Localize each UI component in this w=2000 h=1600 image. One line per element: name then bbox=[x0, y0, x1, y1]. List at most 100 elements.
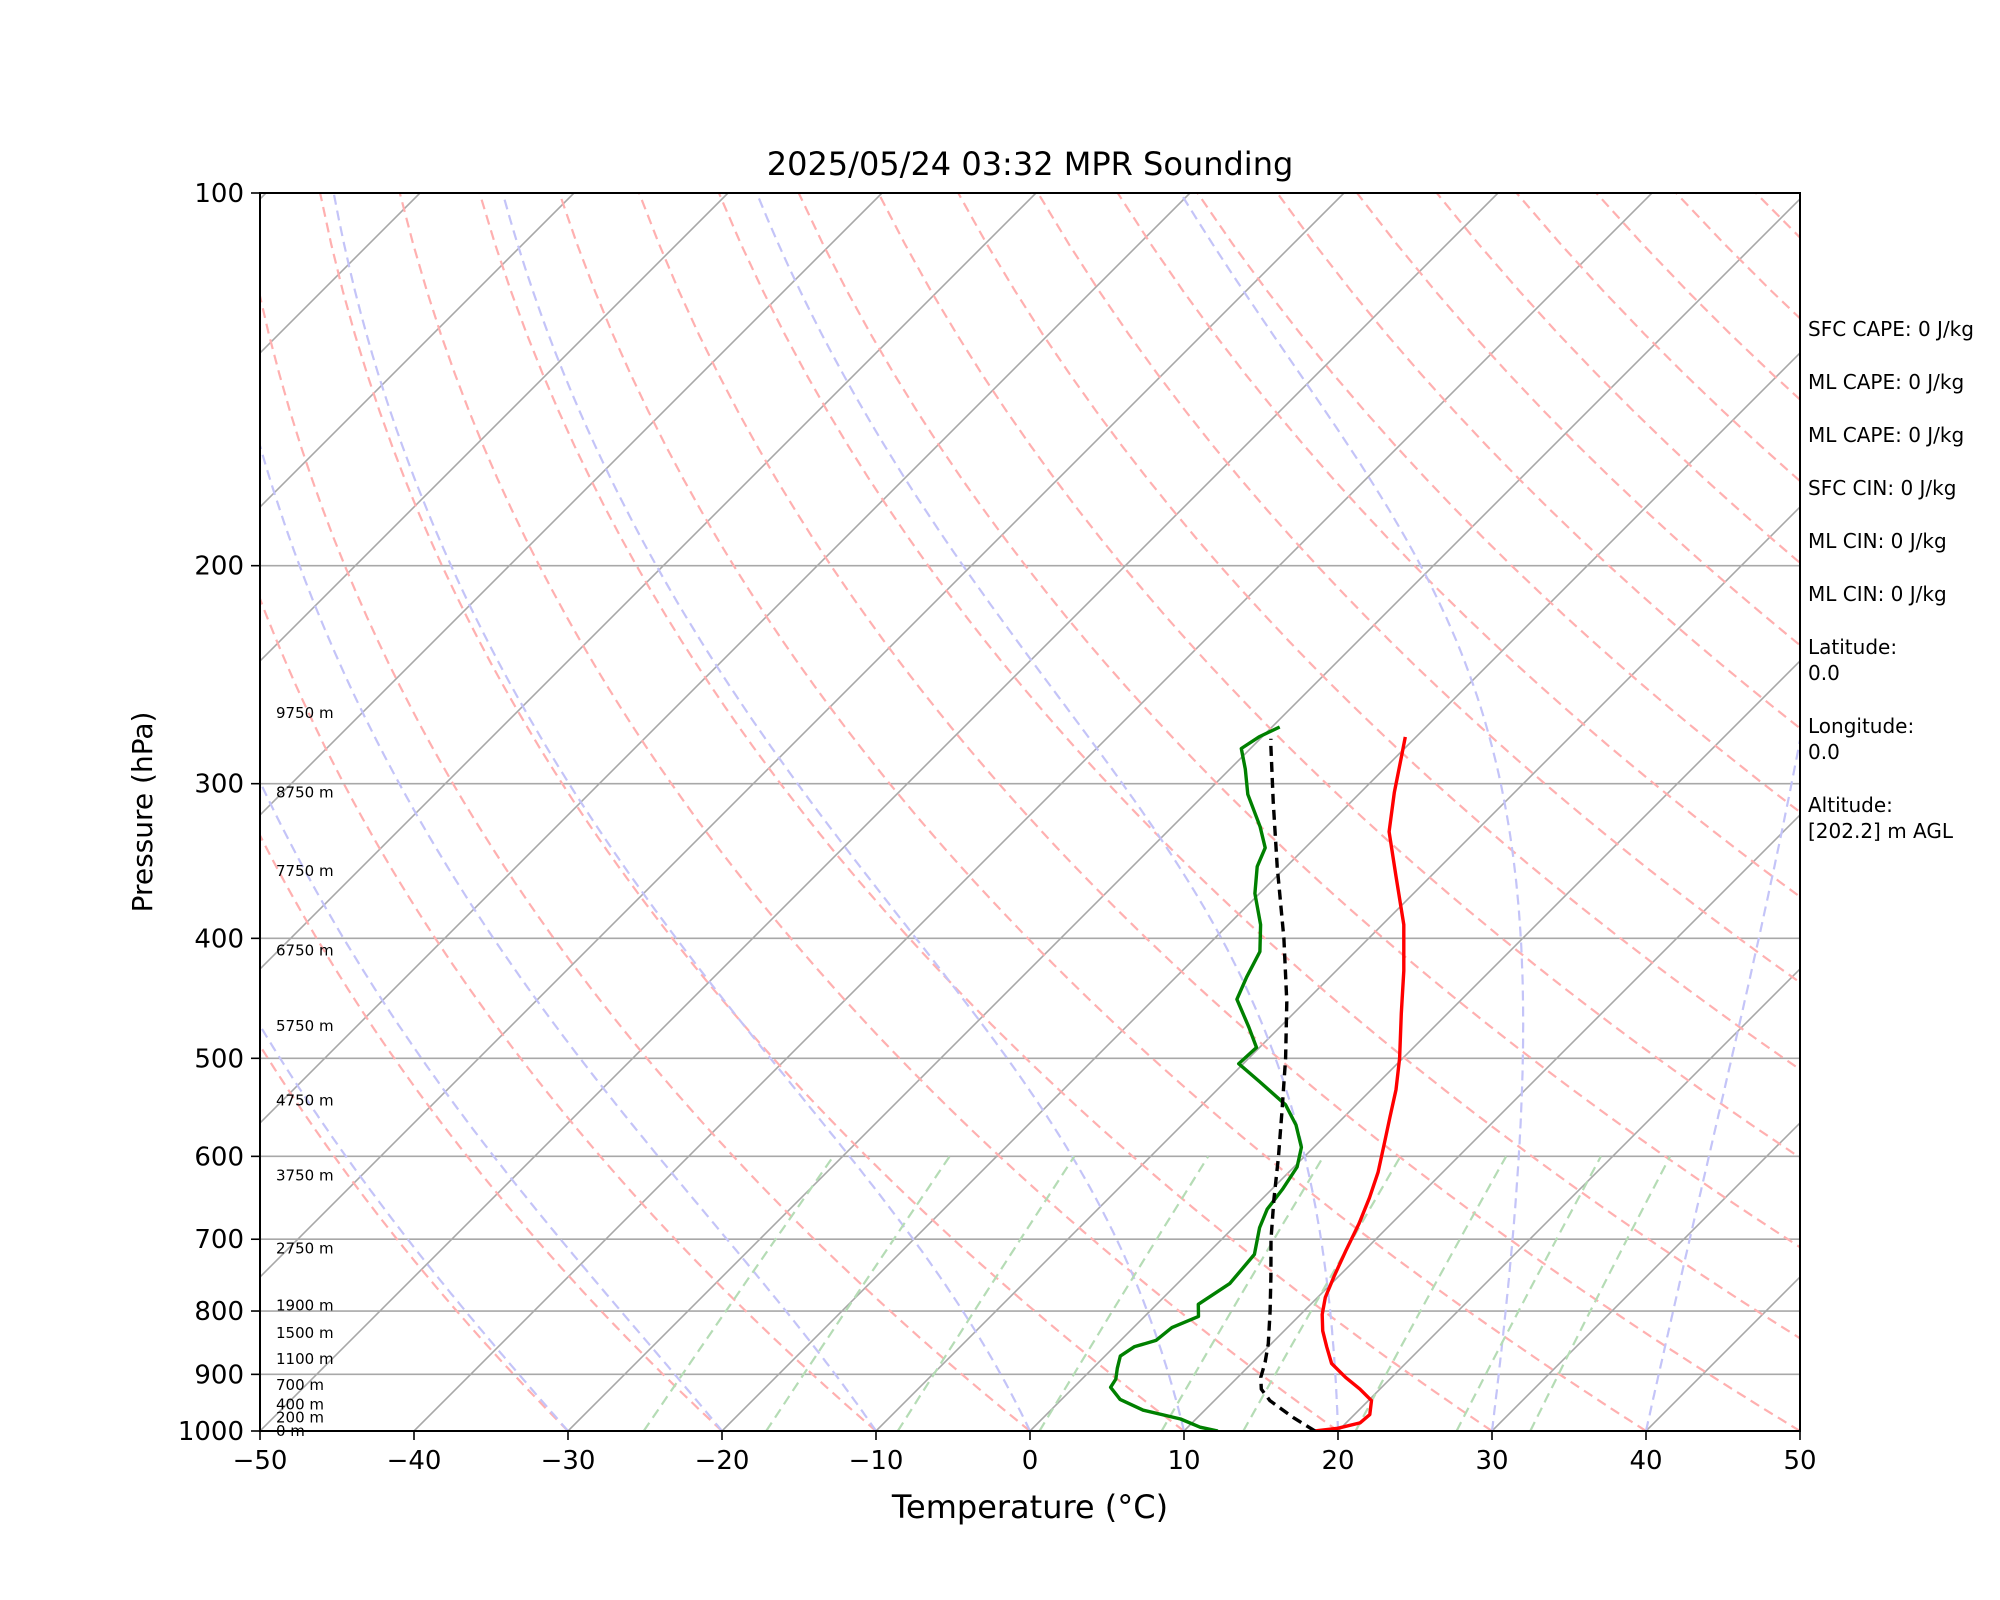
height-label: 9750 m bbox=[276, 704, 334, 722]
mixing-ratio-line bbox=[896, 1155, 1076, 1431]
dry-adiabat-line bbox=[1276, 193, 1800, 730]
isotherm-line bbox=[260, 193, 1499, 1431]
isotherm-line bbox=[1491, 1121, 1800, 1431]
dry-adiabat-line bbox=[478, 193, 1493, 1431]
ml-cin-value: ML CIN: 0 J/kg bbox=[1808, 529, 1947, 553]
isotherm-line bbox=[260, 193, 1345, 1279]
dry-adiabat-line bbox=[260, 291, 1031, 1431]
y-axis-label: Pressure (hPa) bbox=[126, 712, 159, 913]
x-tick-label: −40 bbox=[387, 1446, 442, 1476]
height-label: 2750 m bbox=[276, 1239, 334, 1257]
ml-cape-value: ML CAPE: 0 J/kg bbox=[1808, 370, 1965, 394]
x-tick-label: 30 bbox=[1475, 1446, 1508, 1476]
mixing-ratio-line bbox=[1160, 1155, 1325, 1431]
isotherm-line bbox=[1337, 967, 1800, 1431]
x-tick-label: −50 bbox=[233, 1446, 288, 1476]
x-tick-label: 10 bbox=[1167, 1446, 1200, 1476]
sfc-cape-value: SFC CAPE: 0 J/kg bbox=[1808, 317, 1974, 341]
height-label: 700 m bbox=[276, 1376, 324, 1394]
altitude-value: Altitude: [202.2] m AGL bbox=[1808, 793, 1954, 843]
isotherm-line bbox=[1029, 659, 1800, 1431]
dry-adiabat-line bbox=[260, 595, 877, 1431]
height-label: 200 m bbox=[276, 1408, 324, 1426]
height-label: 1900 m bbox=[276, 1297, 334, 1315]
y-tick-label: 600 bbox=[194, 1142, 244, 1172]
dry-adiabat-line bbox=[398, 193, 1339, 1431]
mixing-ratio-line bbox=[765, 1155, 951, 1431]
height-label: 7750 m bbox=[276, 862, 334, 880]
mixing-ratio-line bbox=[1455, 1155, 1602, 1431]
isotherm-line bbox=[260, 193, 1191, 1125]
y-tick-label: 700 bbox=[194, 1225, 244, 1255]
isotherm-line bbox=[721, 351, 1800, 1431]
moist-adiabat-line bbox=[1179, 193, 1525, 1431]
height-label: 3750 m bbox=[276, 1167, 334, 1185]
dry-adiabat-line bbox=[260, 1043, 569, 1431]
dry-adiabat-line bbox=[1196, 193, 1800, 814]
y-tick-label: 800 bbox=[194, 1297, 244, 1327]
latitude-value: Latitude: 0.0 bbox=[1808, 635, 1898, 685]
moist-adiabat-line bbox=[332, 193, 1031, 1431]
x-tick-label: −10 bbox=[849, 1446, 904, 1476]
height-label: 8750 m bbox=[276, 784, 334, 802]
dry-adiabat-line bbox=[717, 193, 1800, 1340]
height-label: 4750 m bbox=[276, 1092, 334, 1110]
ml-cin-value-2: ML CIN: 0 J/kg bbox=[1808, 582, 1947, 606]
x-tick-label: 50 bbox=[1783, 1446, 1816, 1476]
isotherm-line bbox=[260, 193, 729, 663]
ml-cape-value-2: ML CAPE: 0 J/kg bbox=[1808, 423, 1965, 447]
moist-adiabat-line bbox=[501, 193, 1186, 1431]
dry-adiabat-line bbox=[957, 193, 1800, 1071]
temperature-profile-line bbox=[1314, 736, 1407, 1431]
isotherm-line bbox=[1183, 813, 1800, 1431]
x-axis-label: Temperature (°C) bbox=[891, 1488, 1168, 1526]
x-tick-label: 20 bbox=[1321, 1446, 1354, 1476]
dry-adiabat-line bbox=[638, 193, 1800, 1431]
y-tick-label: 1000 bbox=[178, 1417, 244, 1447]
height-label: 400 m bbox=[276, 1396, 324, 1414]
height-label: 1100 m bbox=[276, 1350, 334, 1368]
moist-adiabat-line bbox=[260, 1023, 569, 1431]
dewpoint-profile-line bbox=[1108, 725, 1304, 1431]
longitude-value: Longitude: 0.0 bbox=[1808, 714, 1915, 764]
y-tick-label: 200 bbox=[194, 552, 244, 582]
x-tick-label: −20 bbox=[695, 1446, 750, 1476]
mixing-ratio-line bbox=[1242, 1155, 1402, 1431]
height-label: 1500 m bbox=[276, 1324, 334, 1342]
parcel-profile-line bbox=[1259, 738, 1316, 1431]
isotherm-line bbox=[260, 193, 1037, 971]
isotherm-line bbox=[413, 193, 1653, 1431]
dry-adiabat-line bbox=[319, 193, 1185, 1431]
isotherm-line bbox=[567, 197, 1800, 1431]
x-tick-label: −30 bbox=[541, 1446, 596, 1476]
sounding-parameters-panel: SFC CAPE: 0 J/kg ML CAPE: 0 J/kg ML CAPE… bbox=[1808, 316, 1998, 871]
y-tick-label: 300 bbox=[194, 770, 244, 800]
chart-title: 2025/05/24 03:32 MPR Sounding bbox=[767, 145, 1294, 183]
mixing-ratio-line bbox=[1529, 1155, 1672, 1431]
y-tick-label: 400 bbox=[194, 924, 244, 954]
y-tick-label: 900 bbox=[194, 1360, 244, 1390]
mixing-ratio-line bbox=[1354, 1155, 1508, 1431]
isotherm-line bbox=[260, 193, 883, 817]
x-tick-label: 40 bbox=[1629, 1446, 1662, 1476]
dry-adiabat-line bbox=[558, 193, 1647, 1431]
height-label: 6750 m bbox=[276, 941, 334, 959]
moist-adiabat-line bbox=[1644, 734, 1800, 1431]
isotherm-line bbox=[0, 193, 112, 1431]
y-tick-label: 100 bbox=[194, 179, 244, 209]
height-label: 5750 m bbox=[276, 1017, 334, 1035]
moist-adiabat-line bbox=[755, 193, 1340, 1431]
y-tick-label: 500 bbox=[194, 1044, 244, 1074]
dry-adiabat-line bbox=[1037, 193, 1800, 984]
sfc-cin-value: SFC CIN: 0 J/kg bbox=[1808, 476, 1957, 500]
dry-adiabat-line bbox=[260, 833, 723, 1431]
isotherm-line bbox=[260, 193, 575, 509]
moist-adiabat-line bbox=[260, 441, 877, 1431]
mixing-ratio-line bbox=[1038, 1155, 1210, 1431]
dry-adiabat-line bbox=[797, 193, 1800, 1249]
x-tick-label: 0 bbox=[1022, 1446, 1039, 1476]
isotherm-line bbox=[875, 505, 1800, 1431]
moist-adiabat-line bbox=[260, 779, 723, 1431]
plot-frame bbox=[259, 192, 1801, 1432]
